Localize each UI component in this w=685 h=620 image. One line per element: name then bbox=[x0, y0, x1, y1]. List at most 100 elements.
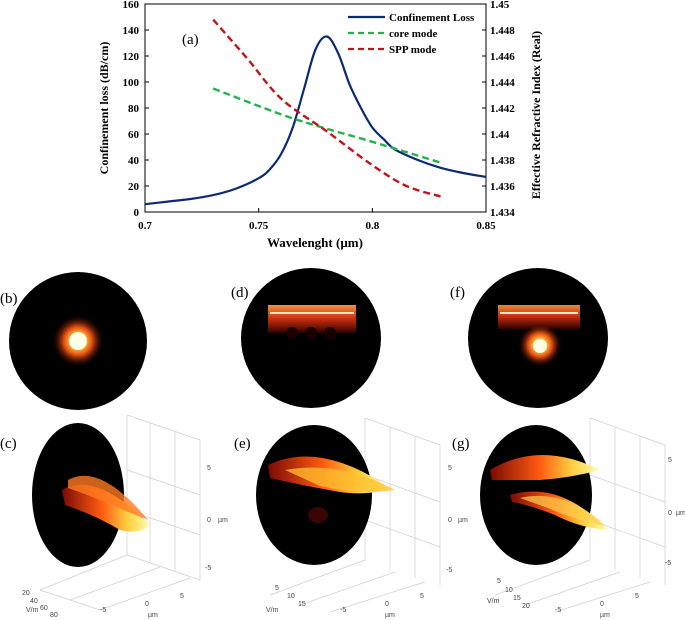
field-lobe-g-3 bbox=[520, 495, 606, 526]
series-line-spp-mode bbox=[212, 18, 441, 198]
render-3d-c: (c) 5 0 µm -5 20 40 60 80 V/m -5 0 5 µm bbox=[0, 414, 228, 619]
svg-text:µm: µm bbox=[600, 612, 610, 619]
svg-text:-5: -5 bbox=[555, 607, 561, 614]
y-axis-label-left: Confinement loss (dB/cm) bbox=[97, 42, 111, 175]
left-tick-label: 60 bbox=[128, 129, 140, 141]
svg-text:0: 0 bbox=[207, 517, 211, 524]
svg-text:µm: µm bbox=[676, 510, 685, 517]
svg-text:0: 0 bbox=[600, 601, 604, 608]
field-lobe-e-2 bbox=[285, 467, 395, 492]
air-hole-d-1 bbox=[286, 327, 298, 339]
right-tick-label: 1.436 bbox=[490, 181, 515, 193]
core-hotspot-f bbox=[533, 339, 547, 353]
svg-text:0: 0 bbox=[448, 517, 452, 524]
right-tick-label: 1.44 bbox=[490, 129, 510, 141]
svg-text:5: 5 bbox=[497, 578, 501, 585]
svg-text:80: 80 bbox=[50, 612, 58, 619]
field-map-b: (b) bbox=[0, 272, 147, 410]
svg-text:10: 10 bbox=[505, 587, 513, 594]
svg-text:0: 0 bbox=[145, 601, 149, 608]
panel-label-a: (a) bbox=[182, 32, 199, 48]
svg-text:-5: -5 bbox=[340, 607, 346, 614]
series-line-core-mode bbox=[212, 87, 441, 164]
svg-text:5: 5 bbox=[668, 457, 672, 464]
legend: Confinement Loss core mode SPP mode bbox=[348, 12, 475, 56]
grid-box-e bbox=[269, 417, 441, 613]
svg-text:15: 15 bbox=[513, 595, 521, 602]
legend-label-spp-mode: SPP mode bbox=[389, 44, 436, 56]
left-tick-label: 120 bbox=[123, 51, 140, 63]
legend-label-core-mode: core mode bbox=[389, 28, 437, 40]
right-tick-label: 1.444 bbox=[490, 77, 515, 89]
x-tick-label: 0.85 bbox=[476, 220, 496, 232]
legend-label-confinement-loss: Confinement Loss bbox=[389, 12, 475, 24]
right-axis-ticks: 1.434 1.436 1.438 1.44 1.442 1.444 1.446 1.448 1… bbox=[482, 0, 515, 219]
series-line-confinement-loss bbox=[145, 35, 486, 206]
series-layer bbox=[145, 18, 486, 206]
x-tick-label: 0.75 bbox=[249, 220, 269, 232]
svg-text:20: 20 bbox=[22, 590, 30, 597]
svg-text:V/m: V/m bbox=[26, 607, 39, 614]
left-axis-ticks: 0 20 40 60 80 100 120 140 160 bbox=[123, 0, 149, 219]
render-3d-g: (g) 5 0 µm -5 5 10 15 20 V/m -5 0 5 µm bbox=[452, 417, 685, 619]
core-hotspot-b bbox=[69, 332, 87, 350]
left-tick-label: 80 bbox=[128, 103, 140, 115]
field-map-d: (d) bbox=[231, 268, 381, 408]
right-tick-label: 1.45 bbox=[490, 0, 510, 11]
svg-text:5: 5 bbox=[420, 593, 424, 600]
svg-text:µm: µm bbox=[385, 612, 395, 619]
panel-label-c: (c) bbox=[0, 436, 17, 452]
svg-text:µm: µm bbox=[218, 517, 228, 524]
svg-text:0: 0 bbox=[385, 601, 389, 608]
svg-text:5: 5 bbox=[635, 593, 639, 600]
right-tick-label: 1.446 bbox=[490, 51, 515, 63]
x-tick-label: 0.8 bbox=[365, 220, 379, 232]
fiber-end-face-e bbox=[256, 425, 372, 565]
svg-text:40: 40 bbox=[30, 598, 38, 605]
right-tick-label: 1.448 bbox=[490, 25, 515, 37]
left-tick-label: 160 bbox=[123, 0, 140, 11]
svg-text:-5: -5 bbox=[205, 565, 211, 572]
axis-labels-e: 5 0 µm -5 5 10 15 V/m -5 0 5 µm bbox=[266, 465, 468, 619]
svg-text:5: 5 bbox=[448, 465, 452, 472]
panel-label-e: (e) bbox=[234, 436, 251, 452]
y-axis-label-right: Effective Refractive Index (Real) bbox=[529, 31, 543, 199]
x-tick-label: 0.7 bbox=[138, 220, 152, 232]
panel-label-g: (g) bbox=[452, 436, 470, 452]
left-tick-label: 140 bbox=[123, 25, 140, 37]
axis-labels-c: 5 0 µm -5 20 40 60 80 V/m -5 0 5 µm bbox=[22, 465, 228, 619]
svg-text:10: 10 bbox=[287, 593, 295, 600]
right-tick-label: 1.442 bbox=[490, 103, 515, 115]
field-lobe-g-1 bbox=[490, 455, 600, 480]
right-tick-label: 1.434 bbox=[490, 207, 515, 219]
x-axis-label: Wavelenght (µm) bbox=[267, 235, 363, 250]
axis-labels-g: 5 0 µm -5 5 10 15 20 V/m -5 0 5 µm bbox=[487, 457, 685, 619]
svg-text:5: 5 bbox=[207, 465, 211, 472]
field-lobe-c-2 bbox=[68, 475, 148, 520]
svg-text:15: 15 bbox=[298, 601, 306, 608]
core-glow-e bbox=[308, 507, 328, 523]
render-3d-e: (e) 5 0 µm -5 5 10 15 V/m -5 0 5 µm bbox=[234, 417, 468, 619]
svg-text:V/m: V/m bbox=[266, 607, 279, 614]
right-tick-label: 1.438 bbox=[490, 155, 515, 167]
svg-text:5: 5 bbox=[275, 585, 279, 592]
panel-label-f: (f) bbox=[450, 285, 465, 301]
field-lobe-c-1 bbox=[62, 484, 150, 532]
left-tick-label: 100 bbox=[123, 77, 140, 89]
air-hole-d-2 bbox=[305, 327, 317, 339]
svg-text:V/m: V/m bbox=[487, 598, 500, 605]
air-hole-d-3 bbox=[324, 327, 336, 339]
left-tick-label: 0 bbox=[134, 207, 140, 219]
panel-label-d: (d) bbox=[231, 285, 249, 301]
svg-text:0: 0 bbox=[668, 510, 672, 517]
svg-text:60: 60 bbox=[40, 605, 48, 612]
grid-box-c bbox=[39, 414, 201, 611]
svg-text:20: 20 bbox=[522, 603, 530, 610]
x-axis-ticks: 0.7 0.75 0.8 0.85 bbox=[138, 208, 496, 232]
left-tick-label: 40 bbox=[128, 155, 140, 167]
field-map-f: (f) bbox=[450, 268, 608, 408]
grid-box-g bbox=[494, 417, 666, 613]
svg-text:µm: µm bbox=[458, 517, 468, 524]
